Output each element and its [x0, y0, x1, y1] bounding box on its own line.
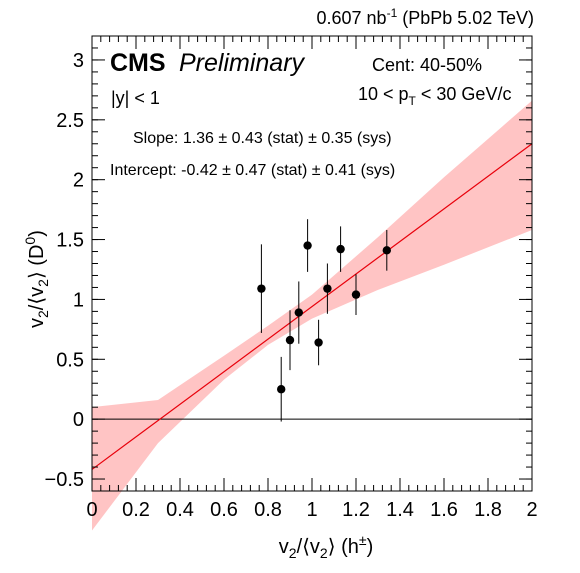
- y-tick-label: 3: [73, 50, 84, 72]
- data-point: [382, 246, 391, 255]
- data-point: [285, 335, 295, 345]
- x-tick-label: 1.4: [386, 499, 414, 521]
- data-point: [303, 241, 312, 250]
- data-point: [294, 308, 303, 317]
- data-point: [336, 244, 345, 254]
- x-tick-label: 1.8: [474, 499, 502, 521]
- y-tick-label: 2.5: [56, 110, 84, 132]
- experiment-label: CMS: [110, 49, 166, 77]
- fit-line: [91, 143, 533, 470]
- data-points: [257, 219, 391, 422]
- x-axis-title: v2/⟨v2⟩ (h±): [279, 532, 373, 561]
- status-label: Preliminary: [179, 49, 306, 77]
- y-tick-label: 1.5: [56, 230, 84, 252]
- y-tick-label: −0.5: [45, 469, 84, 491]
- intercept-label: Intercept: -0.42 ± 0.47 (stat) ± 0.41 (s…: [110, 162, 395, 179]
- axes: 0 0.2 0.4 0.6 0.8 1 1.2 1.4 1.6 1.8 2−0.500.511.52…: [45, 36, 538, 521]
- y-tick-label: 0.5: [56, 349, 84, 371]
- data-point: [257, 284, 266, 293]
- plot-area: [91, 100, 533, 531]
- data-point: [351, 290, 361, 299]
- y-axis-title: v2/⟨v2⟩ (D0): [22, 230, 51, 328]
- data-point: [277, 385, 286, 394]
- data-point: [314, 338, 323, 347]
- y-tick-label: 1: [73, 289, 84, 311]
- y-tick-label: 0: [73, 409, 84, 431]
- centrality-label: Cent: 40-50%: [372, 55, 482, 75]
- x-tick-label: 1.2: [342, 499, 370, 521]
- lumi-header: 0.607 nb-1 (PbPb 5.02 TeV): [317, 6, 535, 28]
- pt-range-label: 10 < pT < 30 GeV/c: [358, 84, 511, 108]
- fit-uncertainty-band: [92, 100, 532, 531]
- y-tick-label: 2: [73, 170, 84, 192]
- x-tick-label: 1: [306, 499, 317, 521]
- rapidity-label: |y| < 1: [111, 88, 160, 108]
- x-tick-label: 0.6: [210, 499, 238, 521]
- x-tick-label: 0.8: [254, 499, 282, 521]
- x-tick-label: 2: [526, 499, 537, 521]
- x-tick-label: 1.6: [430, 499, 458, 521]
- x-tick-label: 0: [86, 499, 97, 521]
- x-tick-label: 0.2: [122, 499, 150, 521]
- x-tick-label: 0.4: [166, 499, 194, 521]
- slope-label: Slope: 1.36 ± 0.43 (stat) ± 0.35 (sys): [133, 130, 392, 147]
- data-point: [323, 284, 332, 293]
